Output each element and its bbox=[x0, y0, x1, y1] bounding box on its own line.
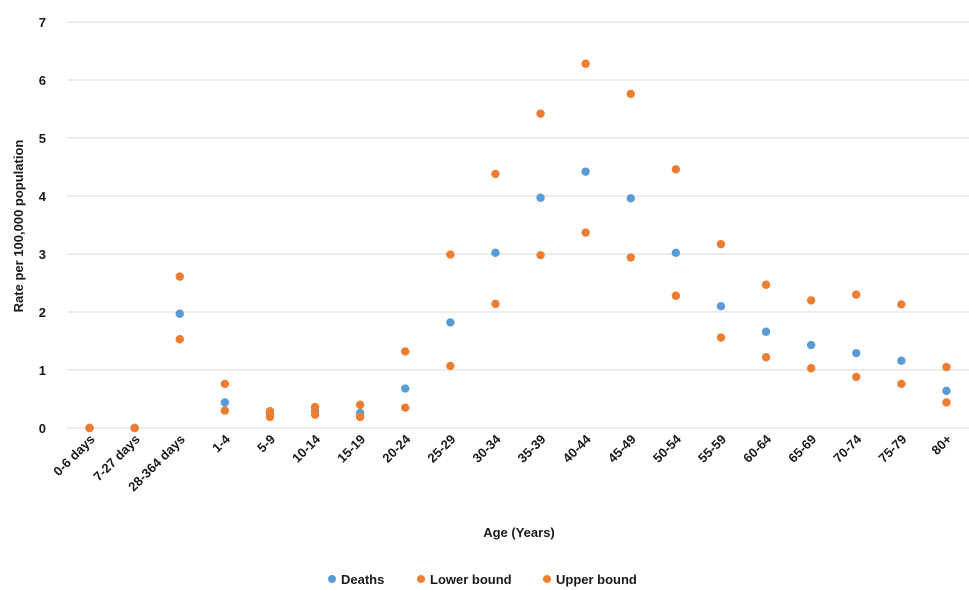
x-tick-label: 50-54 bbox=[650, 431, 685, 466]
legend-label-deaths: Deaths bbox=[341, 572, 384, 587]
point-deaths-1-4 bbox=[220, 398, 230, 407]
x-tick-label: 20-24 bbox=[379, 431, 414, 466]
y-tick-label: 7 bbox=[39, 15, 46, 30]
point-upper-bound-60-64 bbox=[761, 280, 771, 289]
point-lower-bound-60-64 bbox=[761, 353, 771, 362]
y-tick-label: 1 bbox=[39, 363, 46, 378]
point-deaths-75-79 bbox=[897, 356, 906, 365]
gridlines bbox=[67, 21, 969, 429]
point-deaths-20-24 bbox=[401, 384, 410, 393]
point-lower-bound-25-29 bbox=[446, 361, 455, 371]
y-tick-label: 3 bbox=[39, 247, 46, 262]
x-tick-label: 35-39 bbox=[515, 432, 549, 466]
point-deaths-80 bbox=[942, 386, 951, 396]
legend-marker-lower-bound bbox=[417, 575, 425, 583]
point-upper-bound-35-39 bbox=[536, 109, 545, 118]
y-tick-label: 4 bbox=[39, 189, 47, 204]
legend-marker-upper-bound bbox=[543, 575, 551, 583]
point-upper-bound-30-34 bbox=[491, 169, 500, 179]
point-lower-bound-55-59 bbox=[716, 333, 726, 342]
y-tick-label: 6 bbox=[39, 73, 46, 88]
x-tick-label: 55-59 bbox=[695, 432, 729, 466]
point-upper-bound-40-44 bbox=[581, 59, 590, 68]
point-lower-bound-30-34 bbox=[491, 299, 500, 309]
point-upper-bound-1-4 bbox=[220, 379, 230, 389]
x-tick-label: 25-29 bbox=[424, 432, 458, 466]
x-tick-label: 5-9 bbox=[254, 432, 278, 456]
point-lower-bound-80 bbox=[942, 398, 951, 407]
x-tick-label: 70-74 bbox=[830, 431, 865, 466]
point-lower-bound-35-39 bbox=[536, 250, 545, 260]
point-lower-bound-20-24 bbox=[401, 403, 410, 412]
point-upper-bound-75-79 bbox=[897, 300, 906, 309]
x-tick-label: 10-14 bbox=[289, 431, 324, 466]
y-axis-ticks: 0 1 2 3 4 5 6 7 bbox=[39, 15, 47, 436]
x-tick-label: 45-49 bbox=[605, 432, 639, 466]
x-tick-label: 80+ bbox=[928, 431, 954, 457]
legend-marker-deaths bbox=[328, 575, 336, 583]
point-lower-bound-75-79 bbox=[897, 379, 906, 389]
point-deaths-50-54 bbox=[671, 248, 681, 258]
point-deaths-70-74 bbox=[852, 348, 861, 358]
x-tick-label: 75-79 bbox=[875, 432, 909, 466]
x-tick-label: 1-4 bbox=[209, 431, 233, 455]
point-deaths-60-64 bbox=[761, 327, 771, 336]
x-axis-title: Age (Years) bbox=[483, 525, 555, 540]
point-upper-bound-15-19 bbox=[355, 400, 365, 409]
point-lower-bound-5-9 bbox=[265, 412, 275, 422]
point-upper-bound-80 bbox=[942, 362, 951, 372]
point-lower-bound-65-69 bbox=[806, 364, 816, 373]
point-upper-bound-20-24 bbox=[401, 347, 410, 356]
data-points bbox=[85, 59, 951, 433]
point-upper-bound-10-14 bbox=[310, 402, 320, 412]
point-deaths-55-59 bbox=[716, 302, 726, 311]
point-deaths-45-49 bbox=[626, 194, 635, 203]
point-deaths-30-34 bbox=[491, 248, 500, 258]
point-upper-bound-28-364-days bbox=[175, 272, 184, 281]
y-axis-title: Rate per 100,000 population bbox=[11, 140, 26, 313]
point-lower-bound-40-44 bbox=[581, 228, 590, 237]
point-upper-bound-65-69 bbox=[806, 296, 816, 305]
point-lower-bound-45-49 bbox=[626, 253, 635, 262]
point-lower-bound-70-74 bbox=[852, 372, 861, 382]
point-lower-bound-28-364-days bbox=[175, 335, 184, 344]
point-lower-bound-1-4 bbox=[220, 406, 230, 415]
point-upper-bound-0-6-days bbox=[85, 423, 94, 433]
x-tick-label: 40-44 bbox=[560, 431, 595, 466]
point-lower-bound-50-54 bbox=[671, 291, 681, 300]
x-tick-label: 30-34 bbox=[469, 431, 504, 466]
point-deaths-25-29 bbox=[446, 318, 455, 327]
point-deaths-35-39 bbox=[536, 193, 545, 202]
point-deaths-65-69 bbox=[806, 340, 816, 350]
point-upper-bound-5-9 bbox=[265, 406, 275, 416]
point-upper-bound-50-54 bbox=[671, 165, 681, 174]
y-tick-label: 5 bbox=[39, 131, 46, 146]
point-lower-bound-15-19 bbox=[355, 412, 365, 422]
legend-label-lower-bound: Lower bound bbox=[430, 572, 512, 587]
x-tick-label: 15-19 bbox=[334, 432, 368, 466]
x-tick-label: 60-64 bbox=[740, 431, 775, 466]
y-tick-label: 0 bbox=[39, 421, 46, 436]
legend-label-upper-bound: Upper bound bbox=[556, 572, 637, 587]
point-upper-bound-55-59 bbox=[716, 239, 726, 249]
point-upper-bound-7-27-days bbox=[130, 423, 139, 433]
x-tick-label: 65-69 bbox=[785, 432, 819, 466]
legend: Deaths Lower bound Upper bound bbox=[328, 572, 637, 587]
point-deaths-40-44 bbox=[581, 167, 590, 176]
point-lower-bound-10-14 bbox=[310, 410, 320, 419]
point-deaths-28-364-days bbox=[175, 309, 184, 318]
y-tick-label: 2 bbox=[39, 305, 46, 320]
point-upper-bound-70-74 bbox=[852, 290, 861, 299]
point-upper-bound-45-49 bbox=[626, 89, 635, 99]
point-upper-bound-25-29 bbox=[446, 250, 455, 259]
